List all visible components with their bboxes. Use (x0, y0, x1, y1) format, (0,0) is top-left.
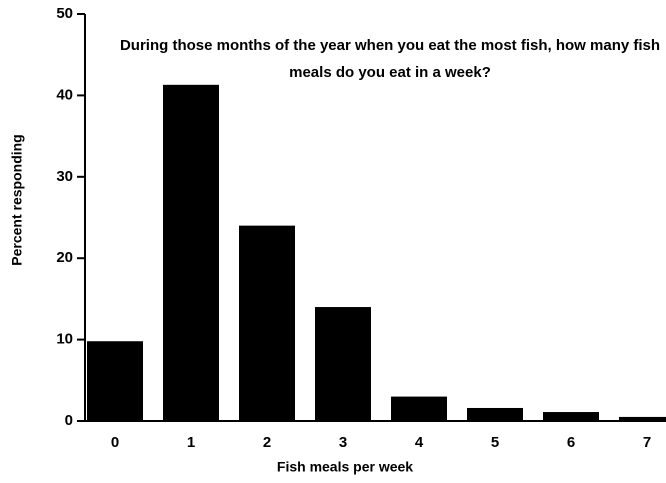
y-tick-label: 50 (56, 5, 73, 22)
bar (543, 412, 599, 421)
y-tick-label: 20 (56, 249, 73, 266)
x-tick-label: 3 (339, 434, 347, 451)
x-axis-label: Fish meals per week (277, 459, 413, 475)
x-tick-label: 2 (263, 434, 271, 451)
x-tick-label: 6 (567, 434, 575, 451)
bar (467, 407, 523, 421)
chart-title: During those months of the year when you… (119, 37, 661, 81)
x-tick-label: 7 (643, 434, 651, 451)
y-tick-label: 10 (56, 331, 73, 348)
x-tick-label: 4 (415, 434, 424, 451)
bar (163, 84, 219, 422)
bar (87, 341, 143, 421)
y-tick-label: 0 (65, 412, 73, 429)
y-tick-label: 30 (56, 168, 73, 185)
y-axis-label: Percent responding (9, 134, 25, 265)
x-tick-label: 0 (111, 434, 119, 451)
y-tick-label: 40 (56, 86, 73, 103)
bar (391, 396, 447, 421)
x-tick-label: 5 (491, 434, 499, 451)
bar (239, 225, 295, 421)
bar (619, 416, 666, 421)
x-tick-label: 1 (187, 434, 195, 451)
bar (315, 307, 371, 421)
